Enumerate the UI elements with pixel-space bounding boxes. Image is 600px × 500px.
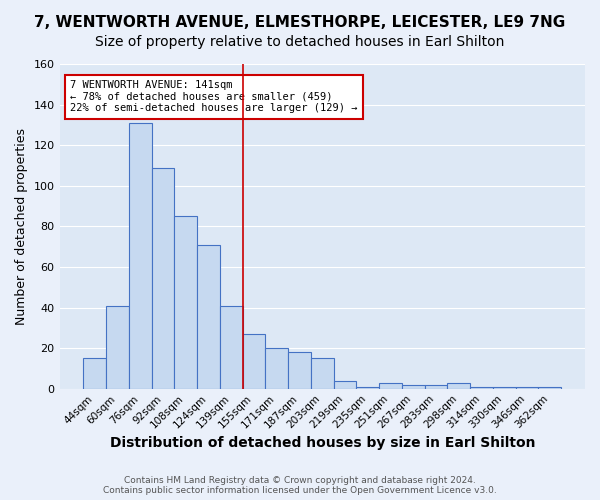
Bar	[356, 386, 379, 388]
Bar	[379, 382, 402, 388]
Text: 7 WENTWORTH AVENUE: 141sqm
← 78% of detached houses are smaller (459)
22% of sem: 7 WENTWORTH AVENUE: 141sqm ← 78% of deta…	[70, 80, 358, 114]
Bar	[197, 244, 220, 388]
Bar	[311, 358, 334, 388]
Y-axis label: Number of detached properties: Number of detached properties	[15, 128, 28, 325]
X-axis label: Distribution of detached houses by size in Earl Shilton: Distribution of detached houses by size …	[110, 436, 535, 450]
Bar	[288, 352, 311, 389]
Text: 7, WENTWORTH AVENUE, ELMESTHORPE, LEICESTER, LE9 7NG: 7, WENTWORTH AVENUE, ELMESTHORPE, LEICES…	[34, 15, 566, 30]
Text: Size of property relative to detached houses in Earl Shilton: Size of property relative to detached ho…	[95, 35, 505, 49]
Bar	[470, 386, 493, 388]
Text: Contains HM Land Registry data © Crown copyright and database right 2024.
Contai: Contains HM Land Registry data © Crown c…	[103, 476, 497, 495]
Bar	[106, 306, 129, 388]
Bar	[515, 386, 538, 388]
Bar	[83, 358, 106, 388]
Bar	[265, 348, 288, 389]
Bar	[493, 386, 515, 388]
Bar	[242, 334, 265, 388]
Bar	[448, 382, 470, 388]
Bar	[538, 386, 561, 388]
Bar	[425, 384, 448, 388]
Bar	[402, 384, 425, 388]
Bar	[129, 123, 152, 388]
Bar	[175, 216, 197, 388]
Bar	[220, 306, 242, 388]
Bar	[152, 168, 175, 388]
Bar	[334, 380, 356, 388]
